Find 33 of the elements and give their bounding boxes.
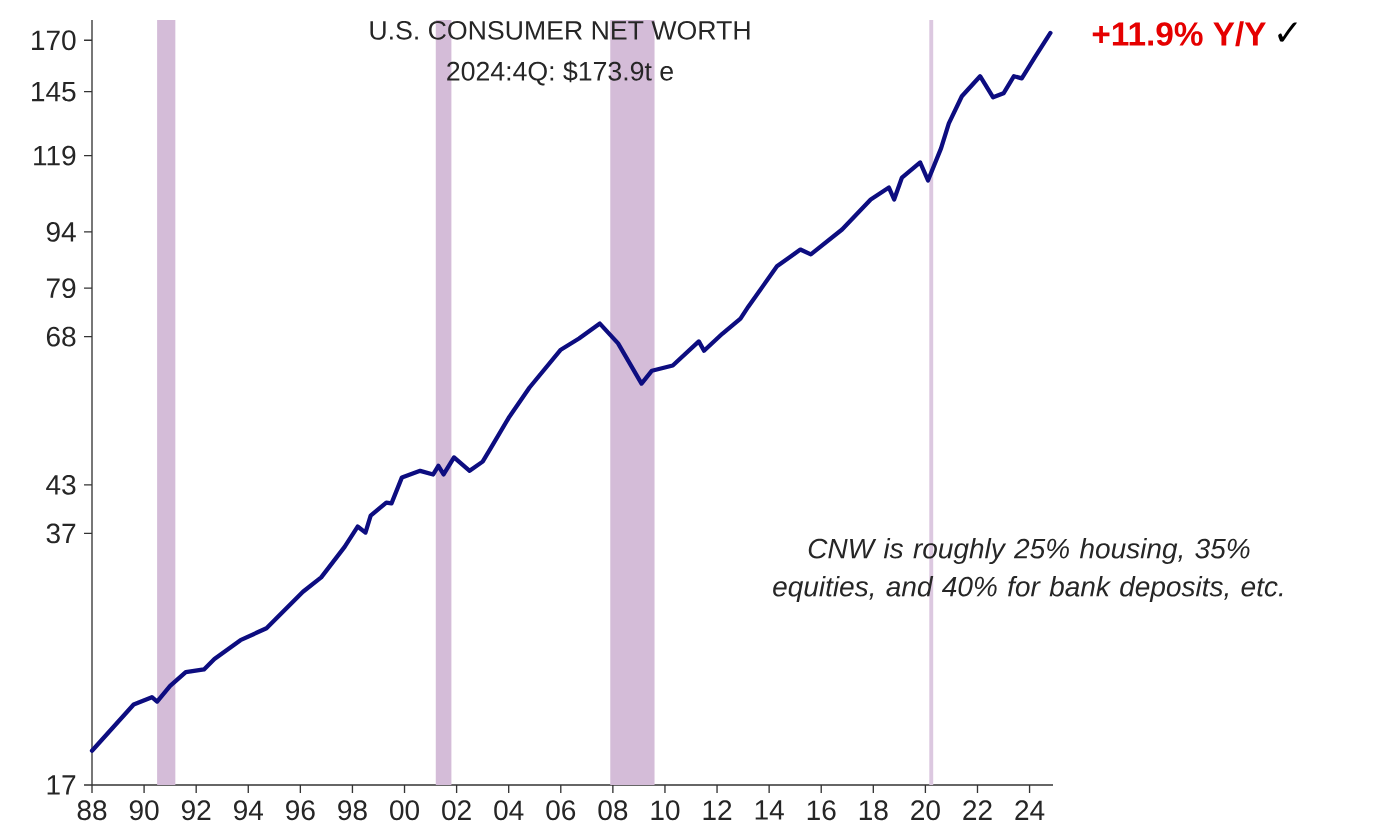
x-tick-label: 20: [911, 800, 940, 821]
x-tick-label: 02: [442, 800, 471, 821]
y-tick-label: 68: [46, 326, 76, 347]
chart-title: U.S. CONSUMER NET WORTH: [370, 20, 750, 40]
y-tick-label: 119: [34, 145, 76, 166]
x-tick-label: 98: [338, 800, 367, 821]
x-tick-label: 00: [390, 800, 419, 821]
x-tick-label: 92: [181, 800, 211, 821]
text: +11.9% Y/Y: [1092, 21, 1266, 47]
text: ✓: [1278, 22, 1297, 42]
x-tick-label: 06: [546, 800, 576, 821]
x-tick-label: 04: [494, 800, 524, 821]
x-tick-label: 12: [703, 800, 732, 820]
y-tick-label: 43: [46, 474, 76, 495]
y-tick-label: 37: [46, 523, 76, 544]
x-tick-label: 24: [1015, 800, 1045, 820]
x-tick-label: 18: [859, 800, 888, 821]
x-tick-label: 96: [286, 800, 315, 821]
annotation: CNW is roughly 25% housing, 35% equities, and 40% for bank deposits, etc.: [773, 537, 1283, 603]
x-tick-label: 22: [963, 800, 992, 820]
y-tick-label: 145: [32, 81, 76, 102]
x-tick-label: 14: [755, 800, 784, 820]
x-tick-label: 94: [234, 800, 263, 821]
y-tick-label: 79: [46, 278, 76, 299]
x-tick-label: 16: [807, 800, 836, 821]
y-tick-label: 170: [32, 30, 76, 51]
text: 2024:4Q: $173.9t e: [447, 60, 673, 86]
x-tick-label: 88: [77, 800, 107, 821]
x-tick-label: 10: [651, 800, 680, 821]
x-tick-label: 08: [598, 800, 628, 821]
y-tick-label: 17: [47, 775, 76, 795]
y-tick-label: 94: [46, 221, 76, 242]
x-tick-label: 90: [129, 800, 159, 821]
